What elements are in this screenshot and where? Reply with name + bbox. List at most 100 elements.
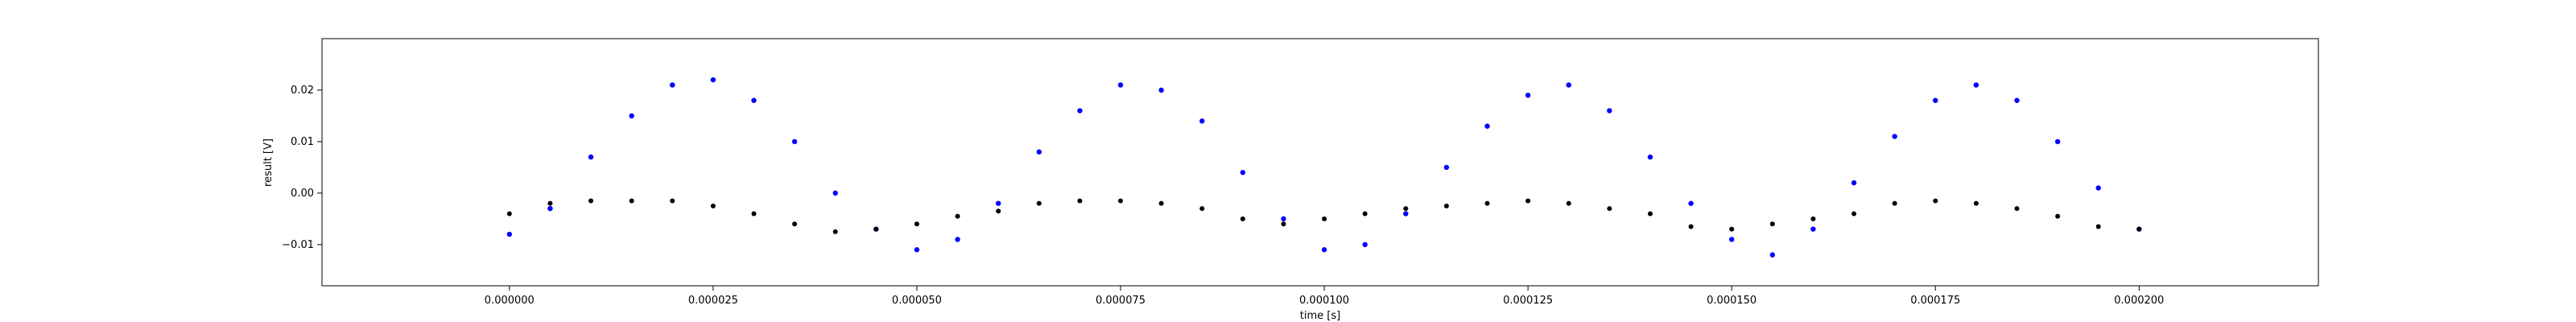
data-point — [2055, 213, 2061, 219]
data-point — [588, 154, 594, 160]
data-point — [1688, 200, 1694, 206]
data-point — [1443, 203, 1449, 208]
data-point — [2095, 185, 2101, 191]
data-point — [1892, 134, 1897, 139]
data-point — [2054, 138, 2061, 145]
data-point — [751, 97, 757, 103]
data-point — [873, 226, 879, 232]
series-layer — [506, 76, 2142, 258]
data-point — [1933, 97, 1938, 103]
data-point — [1322, 216, 1327, 221]
y-axis: −0.01 0.00 0.01 0.02 — [282, 85, 322, 251]
data-point — [1321, 247, 1327, 253]
data-point — [1362, 242, 1368, 248]
data-point — [1036, 149, 1042, 155]
data-point — [710, 203, 716, 208]
data-point — [791, 138, 798, 145]
data-point — [955, 237, 960, 242]
x-tick-label: 0.000100 — [1299, 295, 1349, 307]
series-1 — [506, 76, 2142, 258]
data-point — [1729, 226, 1735, 232]
data-point — [629, 198, 634, 204]
x-tick-label: 0.000200 — [2114, 295, 2164, 307]
data-point — [506, 231, 513, 237]
data-point — [1810, 216, 1816, 221]
data-point — [1852, 211, 1857, 217]
data-point — [792, 221, 798, 227]
x-tick-label: 0.000075 — [1096, 295, 1146, 307]
data-point — [832, 190, 838, 196]
y-tick-label: 0.00 — [291, 188, 314, 200]
x-tick-label: 0.000150 — [1707, 295, 1757, 307]
data-point — [1647, 211, 1653, 217]
y-tick-label: −0.01 — [282, 239, 314, 251]
x-tick-label: 0.000025 — [688, 295, 738, 307]
data-point — [1973, 200, 1979, 206]
y-tick-label: 0.02 — [291, 85, 314, 97]
data-point — [1607, 108, 1612, 114]
data-point — [710, 76, 716, 83]
data-point — [1199, 206, 1205, 212]
plot-frame — [321, 38, 2319, 287]
data-point — [995, 200, 1001, 206]
data-point — [1240, 170, 1246, 175]
data-point — [751, 211, 757, 217]
data-point — [914, 247, 920, 253]
data-point — [1403, 211, 1409, 217]
data-point — [1566, 200, 1571, 206]
data-point — [1525, 198, 1531, 204]
series-2 — [506, 198, 2142, 234]
data-point — [1769, 252, 1775, 258]
data-point — [1728, 237, 1735, 242]
data-point — [1117, 82, 1124, 88]
x-tick-label: 0.000125 — [1503, 295, 1553, 307]
data-point — [506, 211, 512, 217]
y-tick-label: 0.01 — [291, 136, 314, 148]
data-point — [1240, 216, 1245, 221]
x-axis-label: time [s] — [1300, 310, 1340, 322]
data-point — [547, 205, 553, 212]
data-point — [2014, 97, 2020, 103]
data-point — [629, 113, 634, 119]
data-point — [1566, 82, 1571, 88]
data-point — [914, 221, 919, 227]
data-point — [547, 200, 553, 206]
data-point — [1199, 118, 1205, 124]
data-point — [996, 208, 1001, 214]
data-point — [2136, 226, 2142, 232]
data-point — [1892, 200, 1897, 206]
data-point — [1158, 87, 1164, 93]
data-point — [1118, 198, 1123, 204]
data-point — [1036, 200, 1042, 206]
data-point — [1525, 93, 1531, 98]
data-point — [670, 82, 675, 88]
data-point — [1851, 180, 1857, 186]
x-tick-label: 0.000000 — [485, 295, 535, 307]
plot-background — [322, 39, 2318, 286]
data-point — [1077, 108, 1083, 114]
y-axis-label: result [V] — [262, 138, 275, 187]
data-point — [2095, 224, 2101, 229]
data-point — [1077, 198, 1083, 204]
data-point — [1769, 221, 1775, 227]
data-point — [1281, 221, 1286, 227]
data-point — [1443, 164, 1450, 171]
data-point — [1403, 206, 1409, 212]
data-point — [1362, 211, 1368, 217]
data-point — [1973, 82, 1979, 88]
data-point — [1688, 224, 1694, 229]
data-point — [670, 198, 675, 204]
data-point — [1158, 200, 1164, 206]
data-point — [955, 213, 960, 219]
data-point — [1607, 206, 1612, 212]
data-point — [1933, 198, 1938, 204]
data-point — [1281, 216, 1286, 222]
x-axis: 0.000000 0.000025 0.000050 0.000075 0.000100… — [485, 286, 2164, 307]
x-tick-label: 0.000050 — [892, 295, 942, 307]
data-point — [1484, 123, 1490, 129]
data-point — [1810, 226, 1816, 232]
data-point — [832, 229, 838, 234]
data-point — [588, 198, 594, 204]
x-tick-label: 0.000175 — [1910, 295, 1960, 307]
